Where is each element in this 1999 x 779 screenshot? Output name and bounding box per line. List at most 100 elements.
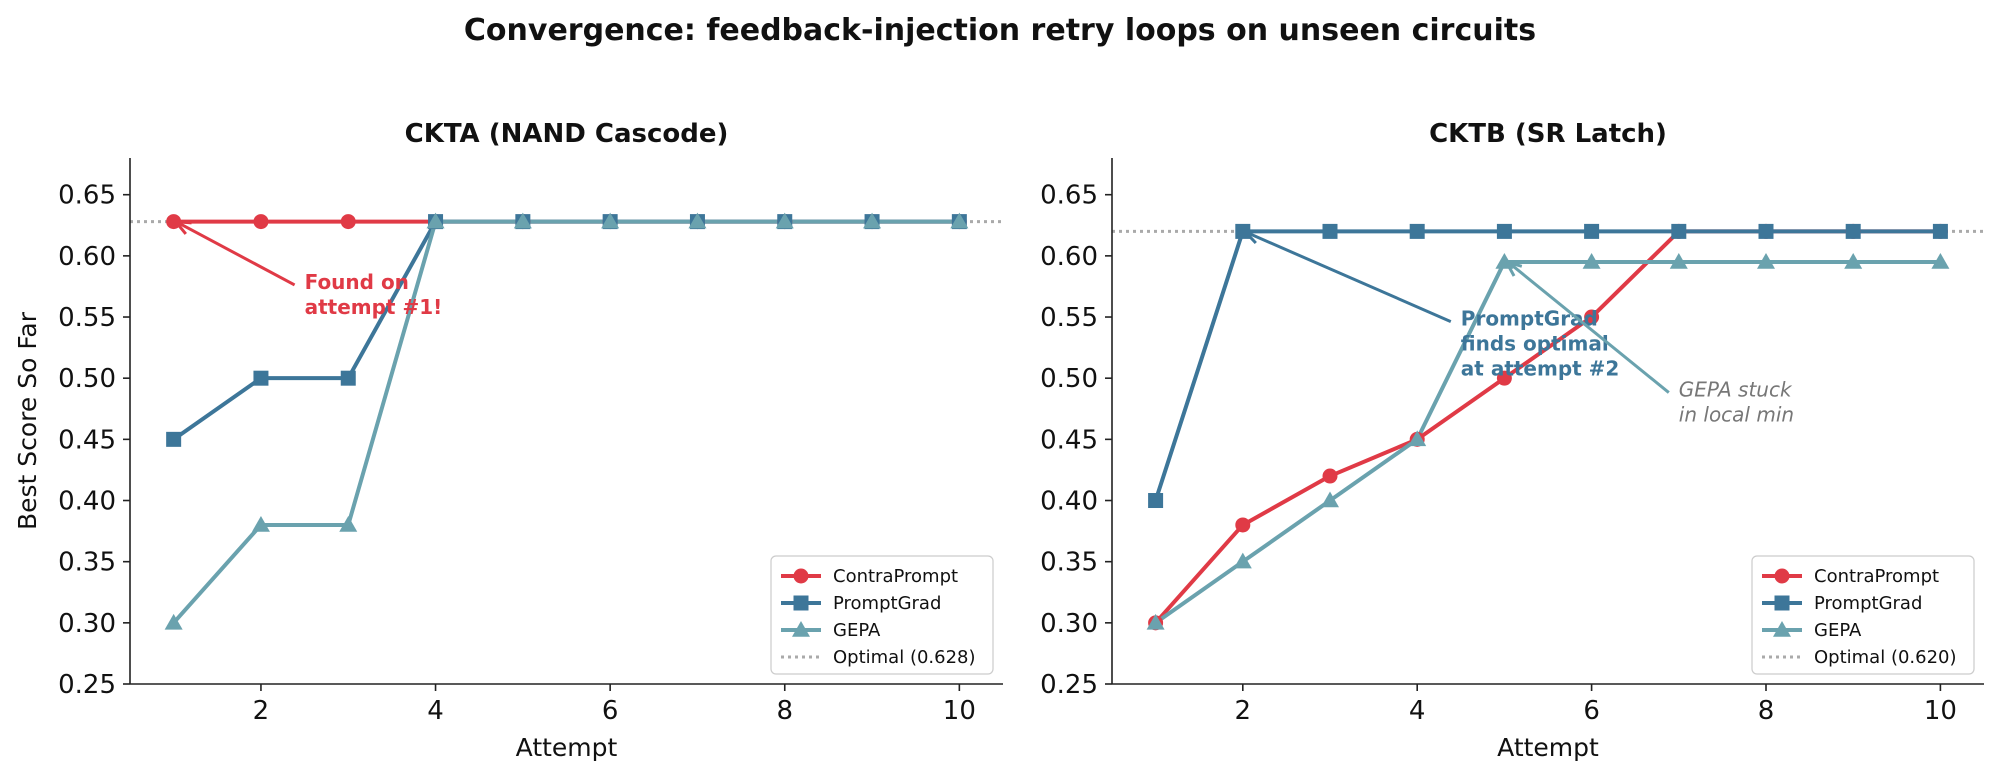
data-point-promptgrad xyxy=(253,370,269,386)
legend-frame xyxy=(770,555,994,675)
annotation-arrow xyxy=(1509,262,1670,394)
data-point-gepa xyxy=(1233,552,1252,569)
y-tick-label: 0.25 xyxy=(58,670,116,700)
legend-swatch-marker xyxy=(1774,595,1790,611)
data-point-contraprompt xyxy=(340,214,356,230)
x-tick-label: 2 xyxy=(1235,696,1252,726)
data-point-promptgrad xyxy=(1758,223,1774,239)
data-point-gepa xyxy=(1931,252,1950,269)
legend-label: PromptGrad xyxy=(833,593,941,614)
legend: ContraPrompt PromptGrad GEPA Optimal (0.620… xyxy=(1751,555,1975,675)
y-tick-label: 0.25 xyxy=(1040,670,1098,700)
legend-swatch-marker xyxy=(1773,621,1791,637)
x-axis-label: Attempt xyxy=(516,733,618,762)
y-tick-label: 0.55 xyxy=(58,303,116,333)
annotation-text: Found on xyxy=(305,270,409,294)
legend-swatch-marker xyxy=(793,568,809,584)
y-tick-label: 0.50 xyxy=(58,364,116,394)
y-tick-label: 0.40 xyxy=(1040,487,1098,517)
legend-label: GEPA xyxy=(833,620,881,641)
data-point-promptgrad xyxy=(1148,493,1164,509)
data-point-gepa xyxy=(601,212,620,229)
y-tick-label: 0.35 xyxy=(1040,548,1098,578)
series-line-gepa xyxy=(172,219,960,625)
data-point-promptgrad xyxy=(1671,223,1687,239)
data-point-gepa xyxy=(1582,252,1601,269)
data-point-promptgrad xyxy=(1932,223,1948,239)
x-tick-label: 6 xyxy=(602,696,619,726)
panel-title: CKTB (SR Latch) xyxy=(1429,119,1667,149)
annotation-arrowhead xyxy=(1241,229,1261,245)
data-point-promptgrad xyxy=(1409,223,1425,239)
data-point-gepa xyxy=(513,212,532,229)
annotation-text: finds optimal xyxy=(1461,332,1609,356)
data-point-contraprompt xyxy=(1584,309,1600,325)
x-tick-label: 8 xyxy=(776,696,793,726)
data-point-promptgrad xyxy=(1496,223,1512,239)
y-tick-label: 0.45 xyxy=(1040,425,1098,455)
y-tick-label: 0.60 xyxy=(1040,242,1098,272)
annotation-text: in local min xyxy=(1679,403,1794,427)
legend-label: ContraPrompt xyxy=(833,566,958,587)
y-tick-label: 0.35 xyxy=(58,548,116,578)
data-point-gepa xyxy=(1408,430,1427,447)
y-tick-label: 0.50 xyxy=(1040,364,1098,394)
y-tick-label: 0.30 xyxy=(58,609,116,639)
panel-title: CKTA (NAND Cascode) xyxy=(405,119,729,149)
y-tick-label: 0.40 xyxy=(58,487,116,517)
data-point-promptgrad xyxy=(1322,223,1338,239)
x-tick-label: 10 xyxy=(1924,696,1957,726)
data-point-contraprompt xyxy=(253,214,269,230)
data-point-gepa xyxy=(1669,252,1688,269)
data-point-gepa xyxy=(775,212,794,229)
data-point-promptgrad xyxy=(1845,223,1861,239)
y-tick-label: 0.65 xyxy=(58,181,116,211)
data-point-promptgrad xyxy=(340,370,356,386)
legend-swatch-marker xyxy=(1774,568,1790,584)
series-line-gepa xyxy=(1154,259,1941,625)
data-point-promptgrad xyxy=(1584,223,1600,239)
y-tick-label: 0.65 xyxy=(1040,181,1098,211)
x-tick-label: 2 xyxy=(253,696,270,726)
data-point-contraprompt xyxy=(1322,468,1338,484)
data-point-gepa xyxy=(339,515,358,532)
legend: ContraPrompt PromptGrad GEPA Optimal (0.628… xyxy=(770,555,994,675)
x-tick-label: 4 xyxy=(1409,696,1426,726)
x-tick-label: 10 xyxy=(943,696,976,726)
data-point-contraprompt xyxy=(1496,370,1512,386)
y-axis-label: Best Score So Far xyxy=(13,311,42,530)
data-point-gepa xyxy=(1844,252,1863,269)
data-point-gepa xyxy=(251,515,270,532)
x-tick-label: 4 xyxy=(427,696,444,726)
y-tick-label: 0.45 xyxy=(58,425,116,455)
x-axis-label: Attempt xyxy=(1497,733,1599,762)
chart-panel-ckta: CKTA (NAND Cascode) 2 4 6 8 10 0.25 0.30 0.35 0.4… xyxy=(13,119,1003,762)
data-point-gepa xyxy=(164,613,183,630)
legend-swatch-marker xyxy=(793,595,809,611)
legend-swatch-marker xyxy=(792,621,810,637)
legend-label: ContraPrompt xyxy=(1814,566,1939,587)
data-point-gepa xyxy=(1757,252,1775,269)
y-tick-label: 0.30 xyxy=(1040,609,1098,639)
series-line-promptgrad xyxy=(1153,229,1941,502)
series-line-promptgrad xyxy=(172,219,960,441)
annotation-arrow xyxy=(1248,232,1452,323)
data-point-gepa xyxy=(426,212,445,229)
legend-label: Optimal (0.628) xyxy=(833,647,976,668)
data-point-gepa xyxy=(863,212,882,229)
x-tick-label: 8 xyxy=(1758,696,1775,726)
annotation-arrow xyxy=(178,222,296,287)
x-tick-label: 6 xyxy=(1583,696,1600,726)
legend-label: PromptGrad xyxy=(1814,593,1922,614)
annotation-text: PromptGrad xyxy=(1461,307,1598,331)
data-point-gepa xyxy=(688,212,707,229)
figure-title: Convergence: feedback-injection retry lo… xyxy=(464,13,1536,48)
annotation-text: at attempt #2 xyxy=(1461,357,1620,381)
data-point-promptgrad xyxy=(166,431,182,447)
legend-label: GEPA xyxy=(1814,620,1862,641)
data-point-gepa xyxy=(950,212,969,229)
data-point-gepa xyxy=(1321,491,1339,508)
y-tick-label: 0.60 xyxy=(58,242,116,272)
annotation-arrowhead xyxy=(1503,259,1523,277)
